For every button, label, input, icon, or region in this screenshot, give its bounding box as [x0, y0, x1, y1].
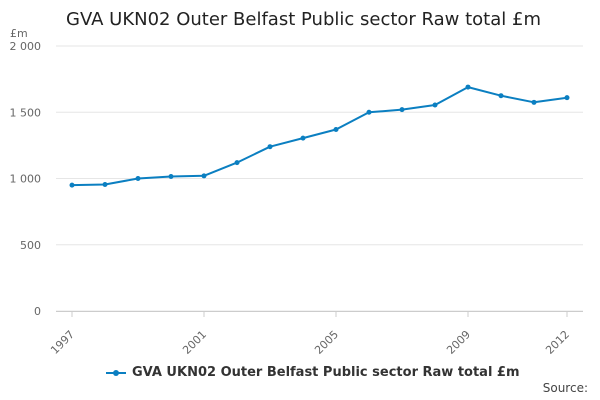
legend-swatch [106, 369, 126, 376]
axes: 0 500 1 000 1 500 2 000£m 1997 2001 2005 2009 201… [10, 27, 583, 357]
data-point[interactable] [564, 95, 570, 101]
data-point[interactable] [333, 126, 339, 132]
y-axis-label: £m [10, 27, 28, 40]
x-tick-label: 2009 [444, 328, 473, 357]
y-tick-label: 0 [34, 305, 41, 318]
x-tick-label: 2005 [312, 328, 341, 357]
data-point[interactable] [234, 160, 240, 166]
source-label: Source: [542, 381, 588, 395]
data-point[interactable] [498, 93, 504, 99]
y-tick-label: 1 000 [10, 173, 42, 186]
data-point[interactable] [465, 84, 471, 90]
data-point[interactable] [102, 181, 108, 187]
data-point[interactable] [432, 102, 438, 108]
x-tick-label: 2012 [543, 328, 572, 357]
data-point[interactable] [531, 99, 537, 105]
data-point[interactable] [267, 144, 273, 150]
data-point[interactable] [168, 174, 174, 180]
data-point[interactable] [69, 182, 75, 188]
legend-label: GVA UKN02 Outer Belfast Public sector Ra… [132, 365, 520, 380]
data-point[interactable] [201, 173, 207, 179]
y-tick-label: 2 000 [10, 40, 42, 53]
legend[interactable]: GVA UKN02 Outer Belfast Public sector Ra… [106, 365, 520, 380]
y-tick-label: 500 [20, 239, 41, 252]
chart-title: GVA UKN02 Outer Belfast Public sector Ra… [66, 9, 541, 30]
data-point[interactable] [135, 176, 141, 181]
data-point[interactable] [300, 135, 306, 141]
data-point[interactable] [399, 107, 405, 113]
series-group [69, 84, 570, 188]
y-tick-label: 1 500 [10, 106, 42, 119]
x-tick-label: 2001 [180, 328, 209, 357]
legend-marker [113, 369, 119, 376]
data-point[interactable] [366, 109, 372, 115]
series-line [71, 86, 568, 187]
x-tick-label: 1997 [48, 328, 77, 357]
